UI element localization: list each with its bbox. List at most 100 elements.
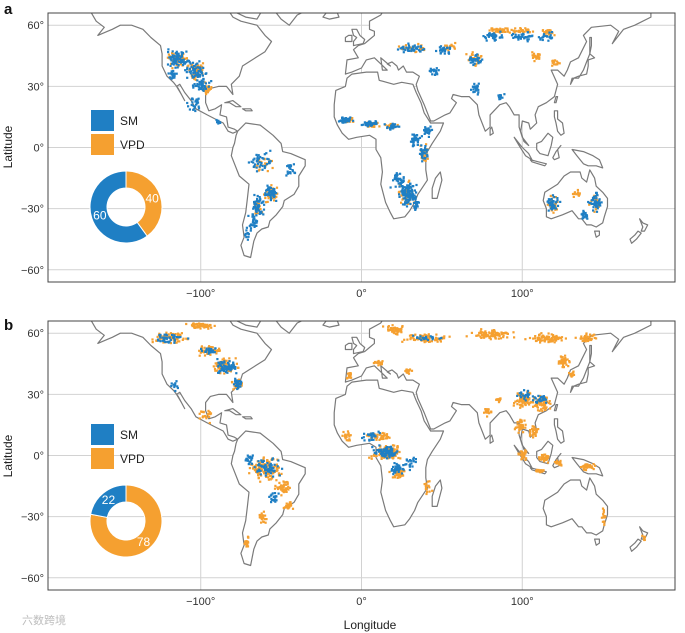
dot-vpd: [399, 457, 402, 460]
dot-sm: [552, 200, 555, 203]
dot-vpd: [521, 401, 524, 405]
landmass-new-zealand-south: [629, 230, 642, 244]
dot-sm: [262, 208, 266, 211]
dot-vpd: [554, 63, 557, 66]
dot-vpd: [391, 456, 394, 459]
dot-sm: [412, 334, 415, 337]
landmass-japan: [569, 361, 596, 393]
dot-sm: [256, 162, 259, 165]
dot-vpd: [521, 424, 524, 427]
dot-sm: [548, 31, 551, 34]
dot-vpd: [254, 212, 257, 215]
dot-sm: [197, 74, 201, 77]
dot-vpd: [285, 502, 288, 505]
dot-vpd: [392, 456, 395, 460]
dot-sm: [426, 129, 429, 132]
dot-vpd: [471, 53, 474, 56]
dot-sm: [405, 205, 409, 208]
dot-vpd: [388, 328, 391, 331]
dot-sm: [412, 458, 415, 461]
dot-sm: [449, 46, 452, 49]
dot-sm: [383, 123, 386, 126]
dot-sm: [270, 464, 273, 467]
dot-sm: [415, 183, 418, 187]
dot-sm: [477, 57, 481, 60]
dot-sm: [218, 371, 221, 374]
dot-vpd: [287, 485, 290, 488]
dot-vpd: [381, 437, 384, 440]
legend: SM VPD: [91, 424, 145, 469]
dot-vpd: [378, 454, 381, 457]
dot-sm: [598, 203, 601, 206]
dot-sm: [419, 148, 422, 151]
dot-sm: [211, 350, 214, 353]
dot-vpd: [233, 385, 236, 388]
dot-sm: [272, 475, 275, 478]
dot-vpd: [486, 415, 489, 418]
dot-sm: [547, 200, 550, 203]
dot-sm: [251, 215, 254, 218]
dot-vpd: [373, 124, 376, 127]
dot-vpd: [248, 472, 251, 475]
dot-vpd: [553, 63, 556, 66]
dot-sm: [582, 216, 585, 219]
dot-vpd: [382, 325, 385, 328]
dot-sm: [476, 87, 479, 90]
dot-vpd: [580, 466, 583, 469]
dot-vpd: [553, 461, 557, 464]
dot-vpd: [478, 59, 481, 62]
dot-sm: [232, 365, 235, 368]
dot-vpd: [424, 334, 427, 337]
dot-sm: [344, 117, 348, 120]
dot-vpd: [544, 453, 547, 456]
dot-vpd: [533, 337, 537, 340]
dot-sm: [173, 61, 176, 64]
dot-sm: [202, 66, 205, 69]
dot-sm: [392, 470, 396, 473]
dot-vpd: [380, 455, 383, 459]
dot-vpd: [430, 340, 433, 343]
dot-sm: [584, 215, 587, 218]
dot-vpd: [198, 322, 201, 325]
dot-sm: [551, 207, 555, 210]
dot-vpd: [396, 331, 399, 334]
dot-vpd: [380, 457, 383, 460]
dot-vpd: [578, 193, 581, 196]
dot-vpd: [547, 29, 550, 33]
dot-vpd: [556, 63, 559, 66]
dot-vpd: [252, 466, 255, 469]
dot-sm: [539, 400, 542, 403]
dot-vpd: [492, 333, 496, 336]
dot-vpd: [525, 28, 528, 31]
dot-sm: [473, 58, 476, 61]
dot-sm: [411, 198, 415, 201]
dot-vpd: [542, 400, 545, 403]
dot-vpd: [232, 388, 235, 391]
dot-sm: [197, 69, 200, 73]
dot-vpd: [533, 426, 536, 429]
dot-vpd: [266, 476, 270, 479]
dot-vpd: [567, 365, 570, 368]
dot-sm: [217, 365, 220, 368]
dot-sm: [258, 196, 261, 199]
dot-sm: [199, 68, 202, 71]
dot-sm: [419, 46, 423, 49]
dot-vpd: [393, 448, 396, 451]
dot-vpd: [589, 338, 593, 342]
dot-sm: [485, 39, 488, 42]
dot-vpd: [376, 435, 379, 439]
donut-label-sm: 60: [93, 208, 107, 222]
dot-sm: [414, 208, 417, 211]
dot-vpd: [190, 324, 194, 327]
dot-sm: [413, 189, 416, 192]
dot-sm: [370, 436, 373, 439]
dot-vpd: [499, 337, 503, 340]
dot-vpd: [538, 334, 541, 337]
dot-sm: [386, 126, 389, 130]
dot-sm: [425, 150, 428, 153]
dot-sm: [414, 198, 417, 201]
dot-sm: [409, 202, 412, 206]
dot-sm: [435, 67, 438, 70]
dot-sm: [377, 430, 380, 433]
dot-sm: [547, 209, 550, 212]
